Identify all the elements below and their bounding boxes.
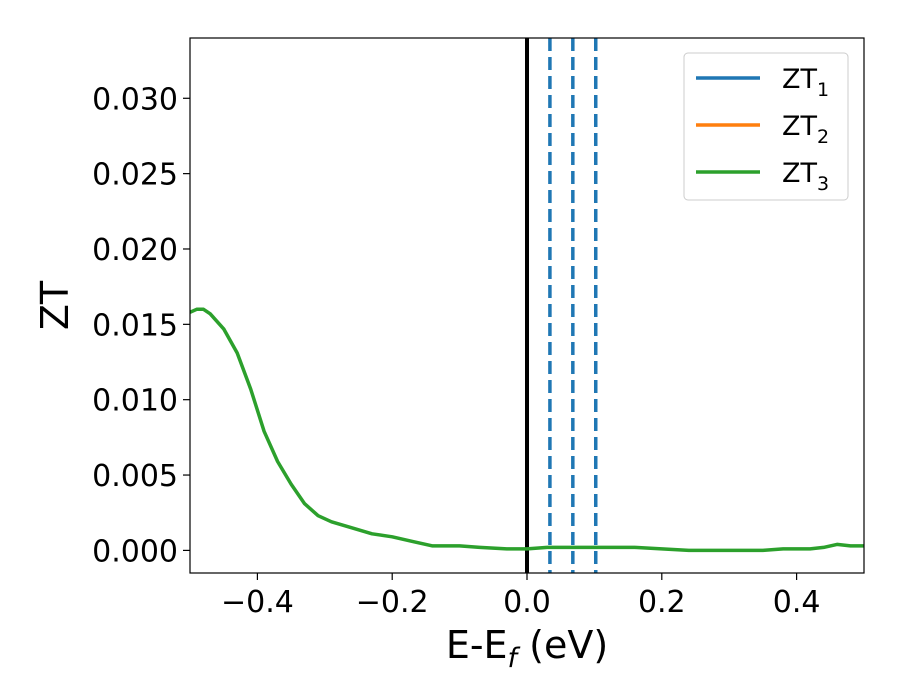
plot-frame [189,37,865,574]
legend-label-zt1: ZT1 [782,64,829,101]
y-axis-ticks: 0.000 0.005 0.010 0.015 0.020 0.025 0.030 [92,82,190,569]
y-tick-label: 0.000 [92,534,178,569]
x-axis-label-main: E-E [446,623,508,667]
legend-label-zt2: ZT2 [782,111,829,148]
x-tick-label: 0.4 [773,585,821,620]
x-axis-label-suffix: (eV) [517,623,608,667]
legend: ZT1 ZT2 ZT3 [683,52,849,201]
legend-box [683,52,849,201]
y-tick-label: 0.015 [92,308,178,343]
y-tick-label: 0.010 [92,384,178,419]
y-tick-label: 0.030 [92,82,178,117]
x-tick-label: 0.0 [503,585,551,620]
y-tick-label: 0.005 [92,459,178,494]
x-tick-label: −0.2 [356,585,429,620]
y-tick-label: 0.025 [92,158,178,193]
x-tick-label: −0.4 [221,585,294,620]
x-tick-label: 0.2 [638,585,686,620]
vertical-reference-lines [525,38,598,573]
y-axis-label: ZT [33,280,77,330]
x-axis-label: E-Ef (eV) [446,623,608,674]
x-axis-ticks: −0.4 −0.2 0.0 0.2 0.4 [221,573,820,620]
y-tick-label: 0.020 [92,233,178,268]
series-line-zt3 [190,307,864,553]
series-lines [190,307,864,553]
legend-label-zt3: ZT3 [782,158,829,195]
